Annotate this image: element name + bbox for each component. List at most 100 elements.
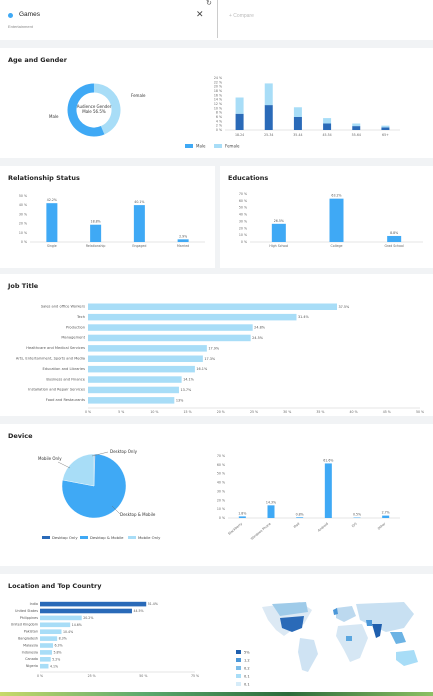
location-title: Location and Top Country [8,582,102,590]
bar-value-label: 18.8% [91,220,101,224]
job-category-label: Education and Libraries [43,367,86,371]
education-chart: 0 % 10 % 20 % 30 % 40 % 50 % 60 % 70 % 26.5% High… [239,192,423,248]
xtick-label: Single [47,244,57,248]
map-australia[interactable] [396,650,418,666]
map-pakistan[interactable] [366,620,372,626]
country-xtick-label: 50 % [139,674,147,678]
map-asia[interactable] [356,602,414,632]
bar-value-label: 8.8% [390,231,398,235]
bar-value-label: 63.2% [331,194,341,198]
os-value-label: 0.5% [353,513,361,517]
device-charts: Desktop Only Mobile Only Desktop & Mobil… [38,449,400,541]
legend-desktop-swatch [42,536,50,539]
country-value-label: 4.1% [50,664,58,668]
refresh-icon[interactable]: ↻ [206,0,212,7]
map-legend: 5% 1.2 0.2 0.1 0.1 [236,650,250,687]
country-label: Canada [25,657,38,661]
bar-value-label: 26.5% [274,219,284,223]
job-title-card: Job Title Sales and office Workers 37.5% T… [0,274,433,416]
country-bar [40,663,49,669]
country-bar [40,650,52,655]
age-xtick-label: 45-54 [322,133,331,137]
job-value-label: 24.5% [252,336,264,340]
os-bar [267,505,275,518]
country-bar [40,657,51,662]
relationship-title: Relationship Status [8,174,80,182]
donut-label-female: Female [131,93,146,98]
os-xtick-label: Android [317,522,329,533]
compare-button[interactable]: + Compare [229,13,254,19]
legend-female-label: Female [225,144,240,149]
country-label: United Kingdom [11,623,39,627]
os-bar [296,517,304,518]
device-title: Device [8,432,33,440]
os-ytick-label: 50 % [217,472,225,476]
map-legend-swatch-2 [236,666,241,670]
country-xtick-label: 25 % [88,674,96,678]
pie-label-both: Desktop & Mobile [120,512,156,517]
map-nigeria[interactable] [346,636,352,641]
pie-slice-2 [62,453,95,487]
close-icon[interactable]: ✕ [196,9,204,19]
job-xtick-label: 35 % [316,410,324,414]
segment-header: Games Entertainment ✕ ↻ + Compare [0,0,433,40]
map-southeast-asia[interactable] [390,632,406,644]
os-ytick-label: 40 % [217,481,225,485]
location-card: Location and Top Country India 51.4% Unite… [0,574,433,696]
ytick-label: 10 % [239,233,247,237]
map-europe[interactable] [336,606,356,622]
age-bar-chart: 0 %2 %4 %6 %8 %10 %12 %14 %16 %18 %20 %2… [214,76,400,137]
map-india[interactable] [372,624,382,638]
os-ytick-label: 20 % [217,498,225,502]
map-legend-swatch-3 [236,674,241,678]
map-united-states[interactable] [280,616,304,632]
country-label: Pakistan [24,630,38,634]
map-legend-label-4: 0.1 [244,683,250,687]
map-united-kingdom[interactable] [333,608,338,615]
age-gender-title: Age and Gender [8,56,67,64]
legend-female-swatch [214,144,222,148]
map-south-america[interactable] [298,638,318,672]
bar [46,203,58,242]
country-label: Philippines [20,616,39,620]
world-map[interactable] [262,602,418,672]
bar [387,235,402,242]
age-ytick-label: 14 % [214,98,222,102]
job-bar [88,386,179,394]
job-title-title: Job Title [8,282,39,290]
ytick-label: 20 % [19,222,27,226]
os-ytick-label: 10 % [217,507,225,511]
map-legend-swatch-4 [236,682,241,686]
bar-value-label: 40.1% [134,200,144,204]
country-xtick-label: 75 % [191,674,199,678]
job-category-label: Arts, Entertainment, Sports and Media [16,357,85,361]
os-value-label: 14.3% [266,500,276,504]
donut-male-slice [67,83,105,137]
map-legend-label-0: 5% [244,651,250,655]
pie-leader-desktop [91,451,109,457]
age-xtick-label: 65+ [382,133,389,137]
job-bar [88,355,203,362]
job-bar [88,397,175,404]
job-bar [88,365,195,373]
job-xtick-label: 25 % [250,410,258,414]
map-africa[interactable] [336,624,368,662]
location-charts: India 51.4% United States 44.5% Philippines 2… [11,601,418,687]
country-value-label: 44.5% [133,609,143,613]
job-value-label: 13.7% [180,388,192,392]
ytick-label: 10 % [19,231,27,235]
xtick-label: Engaged [132,244,146,248]
ytick-label: 30 % [239,219,247,223]
job-category-label: Installation and Repair Services [28,388,85,392]
segment-name[interactable]: Games [19,11,40,18]
age-ytick-label: 2 % [216,124,222,128]
pie-label-desktop: Desktop Only [110,449,138,454]
os-ytick-label: 30 % [217,489,225,493]
job-value-label: 31.4% [298,315,310,319]
age-bar-male [323,123,332,130]
job-xtick-label: 15 % [184,410,192,414]
country-bar [40,622,71,628]
device-pie [61,453,127,519]
age-bar-female [323,118,332,124]
map-canada[interactable] [272,602,308,616]
